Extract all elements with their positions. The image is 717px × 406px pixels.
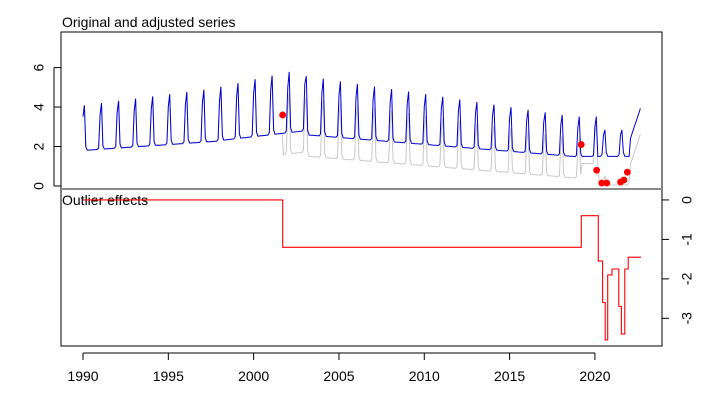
axes: 0 2 4 6 0 -1 -2 -3 1990 1995 2000 2005 2010 2015 2020: [31, 63, 695, 384]
outlier-effects-line: [83, 199, 641, 341]
y-tick-label-top: 6: [31, 63, 47, 71]
bottom-panel-lines: [83, 199, 641, 341]
outlier-point: [593, 166, 601, 174]
bottom-panel-frame: [60, 188, 663, 347]
adjusted-series-line: [82, 71, 641, 158]
outlier-point: [623, 168, 631, 176]
x-tick-label: 2010: [409, 368, 440, 384]
outlier-point: [279, 111, 287, 119]
top-panel-lines: [82, 71, 641, 186]
y-tick-label-top: 0: [31, 182, 47, 190]
x-tick-label: 2000: [238, 368, 269, 384]
outlier-point: [598, 179, 606, 187]
original-series-line: [82, 75, 641, 186]
outlier-point: [577, 141, 585, 148]
top-panel-outlier-points: [279, 111, 631, 187]
y-tick-label-top: 4: [31, 103, 47, 111]
x-tick-label: 1990: [67, 368, 98, 384]
outlier-point: [620, 176, 628, 184]
y-tick-label-bottom: -3: [679, 312, 695, 325]
y-tick-label-bottom: -1: [679, 233, 695, 246]
y-tick-label-bottom: -2: [679, 272, 695, 285]
outlier-point: [603, 179, 611, 187]
x-tick-label: 1995: [153, 368, 184, 384]
top-panel-title: Original and adjusted series: [62, 14, 236, 30]
x-tick-label: 2020: [579, 368, 610, 384]
x-tick-label: 2005: [323, 368, 354, 384]
x-tick-label: 2015: [494, 368, 525, 384]
y-tick-label-bottom: 0: [679, 196, 695, 204]
y-tick-label-top: 2: [31, 142, 47, 150]
